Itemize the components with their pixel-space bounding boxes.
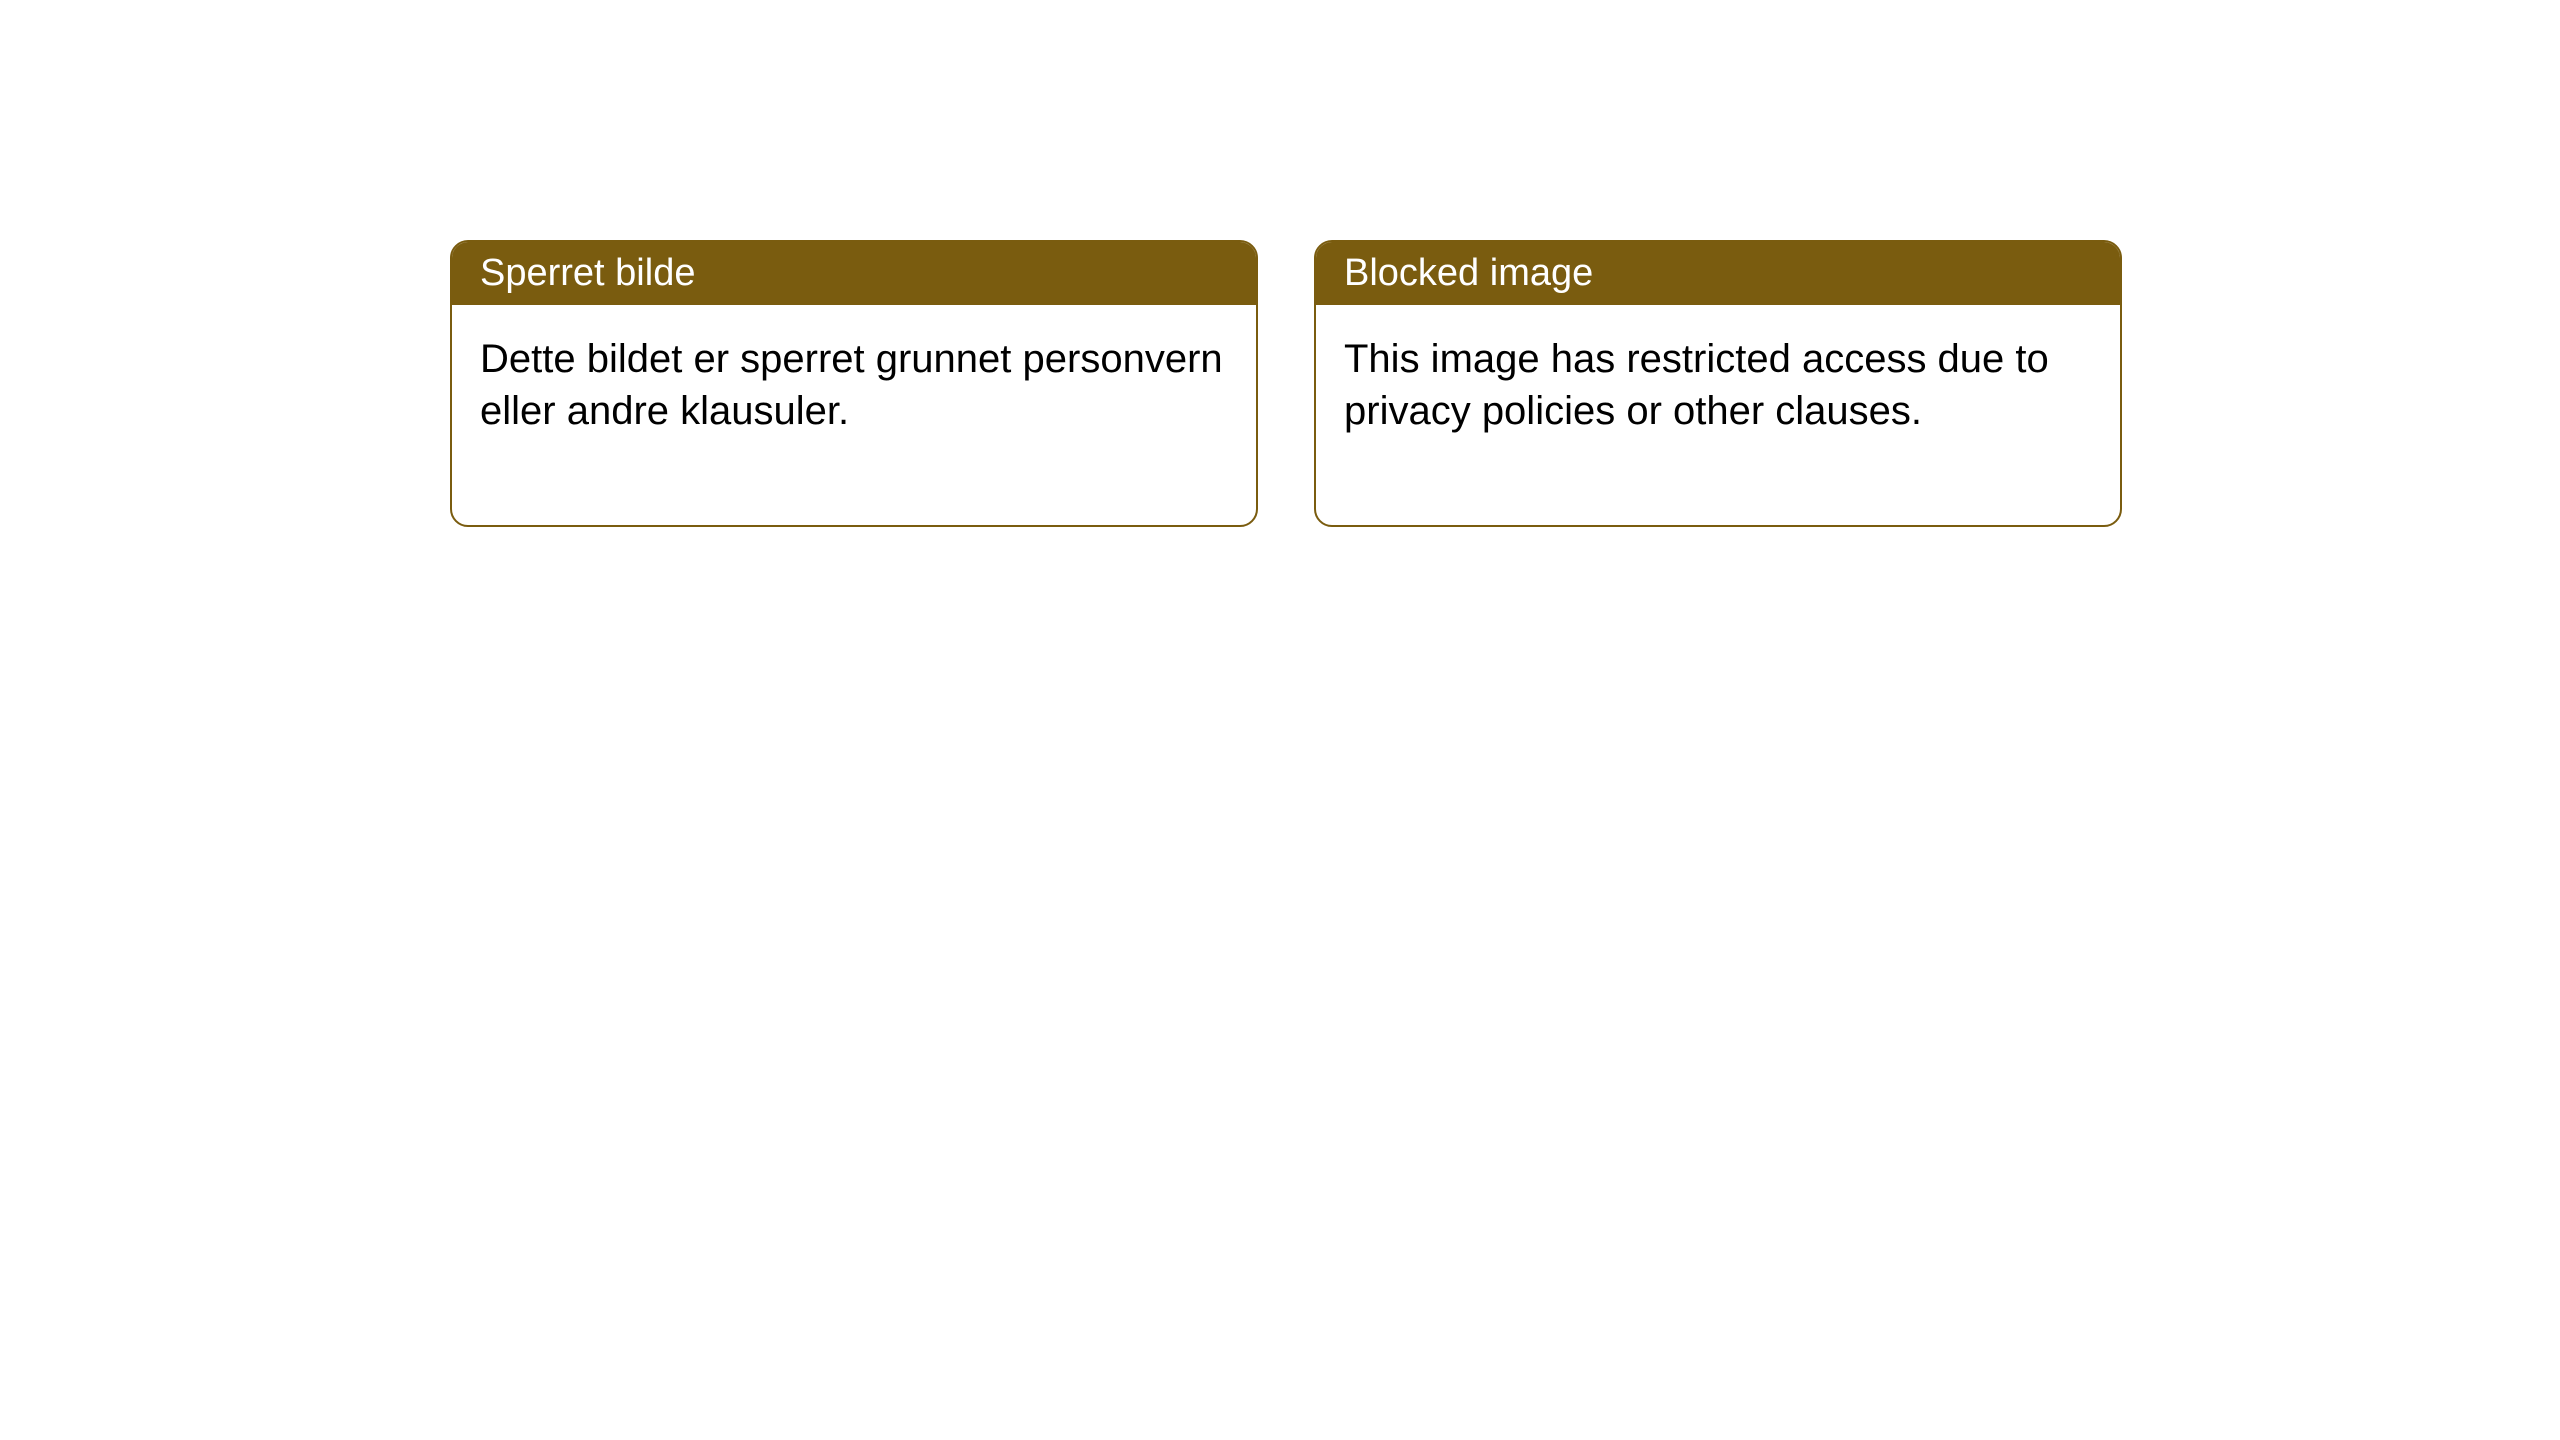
notice-body: This image has restricted access due to …: [1316, 305, 2120, 525]
notice-body: Dette bildet er sperret grunnet personve…: [452, 305, 1256, 525]
notice-card-norwegian: Sperret bilde Dette bildet er sperret gr…: [450, 240, 1258, 527]
notice-header: Sperret bilde: [452, 242, 1256, 305]
notice-header: Blocked image: [1316, 242, 2120, 305]
notices-container: Sperret bilde Dette bildet er sperret gr…: [0, 0, 2560, 527]
notice-card-english: Blocked image This image has restricted …: [1314, 240, 2122, 527]
